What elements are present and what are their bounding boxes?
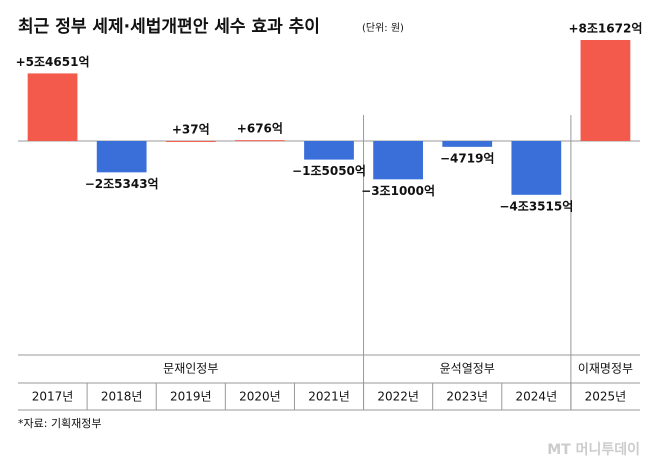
- bar: [511, 141, 562, 195]
- bar: [27, 73, 78, 141]
- x-tick-label: 2019년: [170, 390, 212, 404]
- bar: [373, 141, 423, 180]
- x-tick-label: 2018년: [101, 390, 143, 404]
- value-label: −2조5343억: [85, 177, 159, 191]
- x-tick-label: 2022년: [377, 390, 419, 404]
- x-tick-label: 2024년: [516, 390, 558, 404]
- watermark: MT 머니투데이: [547, 441, 640, 458]
- x-tick-label: 2021년: [308, 390, 350, 404]
- x-tick-label: 2023년: [446, 390, 488, 404]
- bar: [304, 141, 354, 160]
- bar: [235, 140, 285, 142]
- value-label: +37억: [172, 122, 210, 136]
- bar: [165, 140, 216, 142]
- group-label: 문재인정부: [163, 362, 218, 376]
- source: *자료: 기획재정부: [18, 417, 102, 430]
- unit-note: (단위: 원): [362, 21, 404, 34]
- x-tick-label: 2025년: [585, 390, 627, 404]
- x-tick-label: 2017년: [32, 390, 74, 404]
- group-label: 이재명정부: [578, 362, 633, 376]
- group-label: 윤석열정부: [440, 362, 495, 376]
- value-label: −4719억: [440, 151, 495, 165]
- value-label: −3조1000억: [361, 184, 435, 198]
- value-label: −4조3515억: [499, 199, 573, 213]
- bar: [442, 141, 493, 147]
- bar: [96, 141, 147, 173]
- bar: [580, 40, 631, 141]
- value-label: +5조4651억: [16, 55, 90, 69]
- value-label: −1조5050억: [292, 164, 366, 178]
- value-label: +676억: [237, 122, 283, 136]
- x-tick-label: 2020년: [239, 390, 281, 404]
- chart-title: 최근 정부 세제·세법개편안 세수 효과 추이: [18, 17, 320, 37]
- value-label: +8조1672억: [568, 22, 642, 36]
